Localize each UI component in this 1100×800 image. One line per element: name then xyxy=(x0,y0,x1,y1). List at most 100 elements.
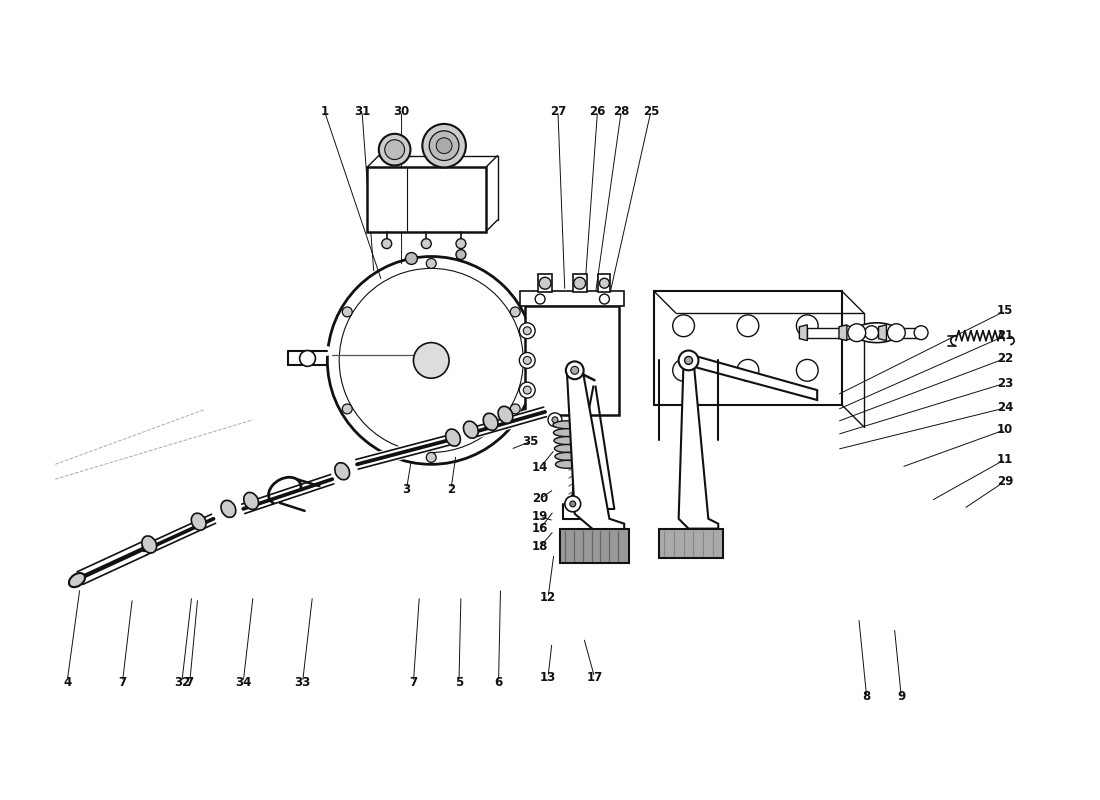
PathPatch shape xyxy=(679,361,718,529)
Circle shape xyxy=(565,362,584,379)
Text: 15: 15 xyxy=(997,305,1013,318)
Bar xyxy=(653,291,842,405)
Ellipse shape xyxy=(554,437,580,445)
Ellipse shape xyxy=(221,500,235,518)
Text: 16: 16 xyxy=(532,522,548,535)
Ellipse shape xyxy=(498,406,513,423)
Circle shape xyxy=(382,238,392,249)
Circle shape xyxy=(427,258,437,268)
Circle shape xyxy=(422,124,466,167)
Ellipse shape xyxy=(463,421,478,438)
Circle shape xyxy=(840,326,854,340)
Ellipse shape xyxy=(554,453,579,460)
Circle shape xyxy=(414,342,449,378)
Text: 3: 3 xyxy=(403,482,410,495)
Text: 20: 20 xyxy=(532,493,548,506)
Circle shape xyxy=(888,324,905,342)
Text: 24: 24 xyxy=(997,402,1013,414)
Ellipse shape xyxy=(446,429,461,446)
Ellipse shape xyxy=(553,421,581,429)
Bar xyxy=(526,306,619,415)
Text: 7: 7 xyxy=(409,675,418,689)
Circle shape xyxy=(342,404,352,414)
Circle shape xyxy=(378,134,410,166)
Circle shape xyxy=(796,359,818,381)
Circle shape xyxy=(536,294,546,304)
Text: 9: 9 xyxy=(898,690,905,703)
Text: 22: 22 xyxy=(997,352,1013,365)
Circle shape xyxy=(600,294,609,304)
Text: 10: 10 xyxy=(997,423,1013,436)
Circle shape xyxy=(437,138,452,154)
Bar xyxy=(367,167,486,232)
Circle shape xyxy=(339,268,524,453)
Ellipse shape xyxy=(191,513,206,530)
Text: 11: 11 xyxy=(997,453,1013,466)
Circle shape xyxy=(524,386,531,394)
Ellipse shape xyxy=(334,462,350,480)
Circle shape xyxy=(673,359,694,381)
Circle shape xyxy=(429,131,459,161)
Circle shape xyxy=(679,350,699,370)
Text: 21: 21 xyxy=(997,329,1013,342)
PathPatch shape xyxy=(689,355,817,400)
Ellipse shape xyxy=(855,323,899,342)
Text: 13: 13 xyxy=(540,670,557,683)
Ellipse shape xyxy=(554,445,580,453)
Circle shape xyxy=(427,453,437,462)
PathPatch shape xyxy=(800,325,807,341)
Bar xyxy=(560,529,629,563)
Circle shape xyxy=(519,353,536,368)
Text: 31: 31 xyxy=(354,105,370,118)
Circle shape xyxy=(673,315,694,337)
Circle shape xyxy=(600,278,609,288)
Text: 4: 4 xyxy=(63,675,72,689)
Circle shape xyxy=(510,404,520,414)
Ellipse shape xyxy=(556,460,579,468)
Circle shape xyxy=(574,278,585,289)
Bar xyxy=(573,274,586,292)
Bar xyxy=(847,328,871,338)
Circle shape xyxy=(456,238,466,249)
Text: 7: 7 xyxy=(186,675,194,689)
Ellipse shape xyxy=(69,573,85,587)
PathPatch shape xyxy=(839,325,847,341)
Text: 30: 30 xyxy=(394,105,409,118)
Circle shape xyxy=(552,417,558,422)
Circle shape xyxy=(421,238,431,249)
Text: 19: 19 xyxy=(532,510,548,523)
Circle shape xyxy=(737,315,759,337)
Circle shape xyxy=(456,250,466,259)
Text: 6: 6 xyxy=(494,675,503,689)
Ellipse shape xyxy=(553,429,580,437)
Circle shape xyxy=(564,496,581,512)
Bar xyxy=(520,291,624,306)
Circle shape xyxy=(570,501,575,507)
Circle shape xyxy=(848,324,866,342)
Text: 8: 8 xyxy=(862,690,871,703)
Circle shape xyxy=(539,278,551,289)
Text: 35: 35 xyxy=(522,435,538,448)
Text: 2: 2 xyxy=(447,482,455,495)
Text: 25: 25 xyxy=(642,105,659,118)
Bar xyxy=(598,274,611,292)
Circle shape xyxy=(914,326,928,340)
Text: 27: 27 xyxy=(550,105,566,118)
PathPatch shape xyxy=(566,370,624,530)
Text: 33: 33 xyxy=(295,675,310,689)
Circle shape xyxy=(299,350,316,366)
Circle shape xyxy=(519,382,536,398)
Circle shape xyxy=(865,326,879,340)
Bar xyxy=(887,328,921,338)
Text: 12: 12 xyxy=(540,591,557,605)
Circle shape xyxy=(548,413,562,426)
Text: 14: 14 xyxy=(532,461,548,474)
Circle shape xyxy=(684,357,693,364)
Text: 32: 32 xyxy=(174,675,190,689)
Circle shape xyxy=(571,366,579,374)
Circle shape xyxy=(737,359,759,381)
Ellipse shape xyxy=(142,536,156,553)
Text: 34: 34 xyxy=(235,675,252,689)
Text: 29: 29 xyxy=(997,474,1013,488)
Text: 5: 5 xyxy=(454,675,463,689)
